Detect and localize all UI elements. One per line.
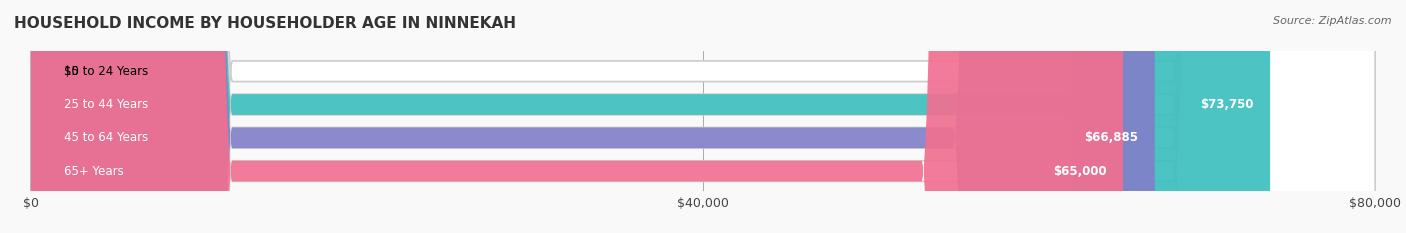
Text: 45 to 64 Years: 45 to 64 Years [65, 131, 149, 144]
Text: $73,750: $73,750 [1199, 98, 1253, 111]
FancyBboxPatch shape [31, 0, 1270, 233]
Text: HOUSEHOLD INCOME BY HOUSEHOLDER AGE IN NINNEKAH: HOUSEHOLD INCOME BY HOUSEHOLDER AGE IN N… [14, 16, 516, 31]
FancyBboxPatch shape [31, 0, 1154, 233]
FancyBboxPatch shape [31, 0, 1123, 233]
Text: Source: ZipAtlas.com: Source: ZipAtlas.com [1274, 16, 1392, 26]
Text: 15 to 24 Years: 15 to 24 Years [65, 65, 149, 78]
FancyBboxPatch shape [31, 0, 1375, 233]
Text: $66,885: $66,885 [1084, 131, 1137, 144]
FancyBboxPatch shape [31, 0, 1375, 233]
Text: 65+ Years: 65+ Years [65, 164, 124, 178]
Text: $65,000: $65,000 [1053, 164, 1107, 178]
FancyBboxPatch shape [31, 0, 1375, 233]
Text: $0: $0 [65, 65, 79, 78]
FancyBboxPatch shape [31, 0, 1375, 233]
Text: 25 to 44 Years: 25 to 44 Years [65, 98, 149, 111]
